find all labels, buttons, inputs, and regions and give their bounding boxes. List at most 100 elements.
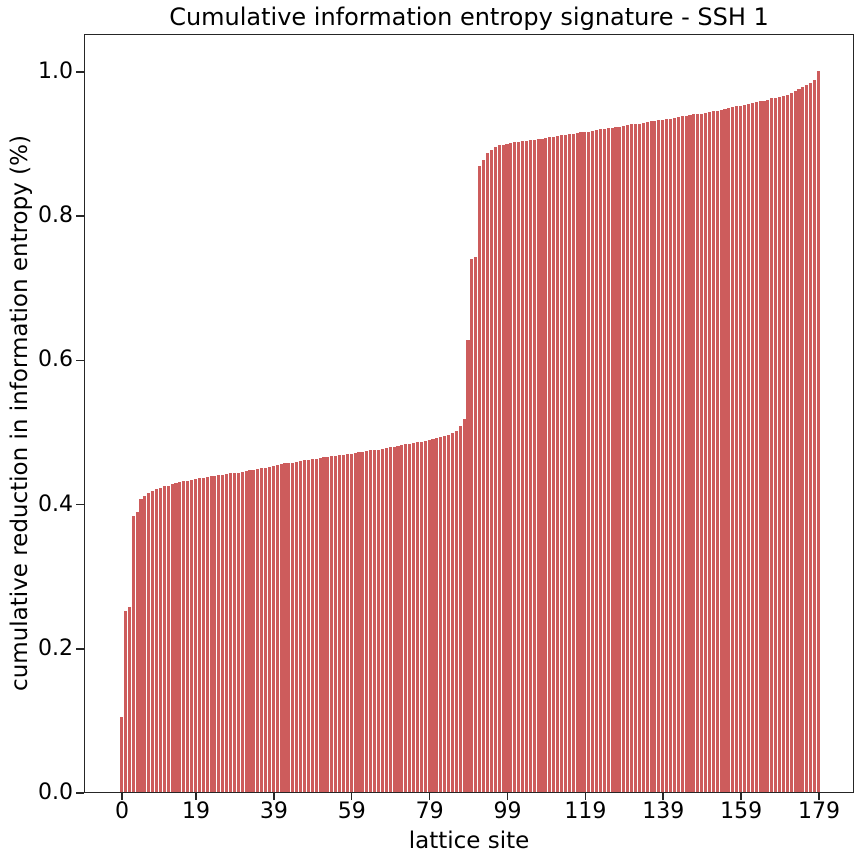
bar — [213, 476, 217, 792]
bar — [295, 461, 299, 792]
bar — [330, 456, 334, 792]
bar — [700, 113, 704, 792]
bar — [785, 94, 789, 792]
bar — [692, 114, 696, 792]
bar — [707, 112, 711, 792]
bar — [275, 464, 279, 792]
bar — [302, 460, 307, 792]
x-tick-label: 119 — [564, 799, 607, 824]
bar — [622, 125, 626, 792]
bar — [567, 134, 571, 792]
bar — [447, 435, 451, 792]
bar — [236, 472, 240, 792]
bar — [598, 129, 602, 792]
bar — [735, 106, 739, 792]
bar — [497, 145, 501, 792]
bar — [252, 469, 256, 792]
bar — [232, 473, 236, 792]
bar — [147, 492, 151, 792]
bar — [778, 96, 782, 792]
bar — [143, 496, 147, 792]
bar — [637, 123, 641, 792]
bar — [462, 418, 466, 792]
bar — [404, 444, 408, 792]
bar — [485, 153, 490, 792]
bar — [816, 71, 821, 792]
bar — [478, 166, 482, 792]
bar — [672, 117, 676, 792]
y-tick-label: 0.8 — [38, 203, 73, 229]
x-tick-label: 139 — [642, 799, 685, 824]
bar — [334, 456, 338, 792]
bar — [809, 82, 813, 792]
bar — [575, 133, 579, 792]
bar — [657, 120, 661, 792]
x-tick-label: 159 — [720, 799, 763, 824]
bar — [552, 136, 556, 792]
bar — [225, 474, 229, 792]
bar — [396, 445, 400, 792]
bar — [158, 487, 162, 792]
bar — [318, 458, 322, 792]
bar — [668, 118, 673, 792]
bar — [466, 339, 470, 792]
bar — [264, 467, 268, 792]
bar — [665, 119, 669, 792]
bar — [408, 443, 412, 792]
bar — [427, 440, 431, 792]
bar — [154, 489, 159, 792]
bar — [774, 97, 778, 792]
bar — [513, 142, 517, 792]
bar — [493, 146, 497, 792]
bar — [505, 143, 509, 792]
bar — [345, 453, 349, 792]
bar — [170, 484, 174, 792]
y-tick-label: 0.0 — [38, 780, 73, 805]
bar — [731, 107, 735, 792]
bar — [723, 108, 727, 792]
bar — [119, 717, 124, 792]
bar — [696, 114, 700, 792]
bar — [704, 112, 708, 792]
bar — [602, 128, 606, 792]
bar — [326, 456, 330, 792]
bar — [509, 143, 513, 792]
bar — [380, 448, 384, 792]
bar — [801, 86, 805, 792]
bar — [287, 463, 291, 792]
x-tick-mark — [350, 793, 353, 800]
bar — [271, 466, 275, 792]
bar — [594, 130, 599, 792]
bar — [244, 471, 248, 792]
bar — [201, 477, 205, 792]
bar — [684, 115, 688, 792]
bar — [419, 441, 423, 792]
bar — [618, 126, 622, 792]
bar — [661, 120, 665, 792]
bar — [649, 121, 653, 792]
bar — [411, 443, 416, 792]
bar — [361, 451, 365, 792]
y-tick-label: 0.4 — [38, 491, 73, 517]
y-tick-label: 0.6 — [38, 347, 73, 373]
bar — [190, 479, 194, 792]
x-tick-mark — [273, 793, 275, 800]
bar — [797, 89, 801, 792]
y-tick-mark — [76, 648, 84, 650]
bar — [435, 438, 439, 792]
bars-layer — [85, 35, 853, 792]
bar — [341, 454, 345, 792]
y-tick-mark — [76, 792, 84, 794]
x-tick-label: 179 — [797, 799, 840, 824]
bar — [240, 471, 244, 792]
bar — [711, 111, 715, 792]
bar — [766, 99, 770, 792]
bar — [680, 116, 684, 792]
bar — [762, 100, 766, 792]
bar — [501, 144, 505, 792]
bar — [365, 450, 369, 792]
bar — [754, 102, 758, 792]
bar — [746, 104, 750, 792]
bar — [805, 84, 809, 792]
bar — [310, 458, 314, 792]
